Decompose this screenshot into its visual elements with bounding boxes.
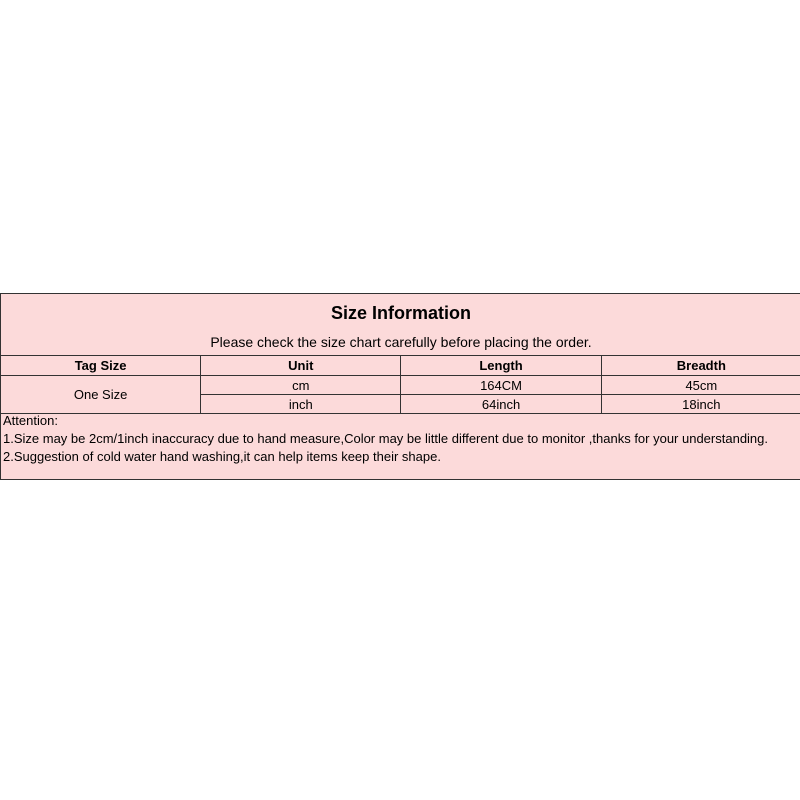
header-row: Tag Size Unit Length Breadth <box>0 355 800 376</box>
header-length: Length <box>400 355 602 376</box>
notes: Attention: 1.Size may be 2cm/1inch inacc… <box>3 412 793 466</box>
table-row: inch 64inch 18inch <box>1 394 800 414</box>
note-2: 2.Suggestion of cold water hand washing,… <box>3 449 441 464</box>
unit-cell: inch <box>200 394 402 414</box>
unit-cell: cm <box>200 375 402 395</box>
length-cell: 164CM <box>400 375 602 395</box>
header-unit: Unit <box>200 355 402 376</box>
notes-heading: Attention: <box>3 413 58 428</box>
breadth-cell: 18inch <box>600 394 800 414</box>
chart-subtitle: Please check the size chart carefully be… <box>210 334 592 350</box>
chart-title: Size Information <box>330 303 471 323</box>
size-table: Tag Size Unit Length Breadth One Size cm… <box>0 355 800 414</box>
length-cell: 64inch <box>400 394 602 414</box>
table-row: One Size cm 164CM 45cm <box>0 375 800 414</box>
header-tag-size: Tag Size <box>0 355 202 376</box>
breadth-cell: 45cm <box>600 375 800 395</box>
header-breadth: Breadth <box>600 355 800 376</box>
size-chart: Size Information Please check the size c… <box>0 293 800 480</box>
note-1: 1.Size may be 2cm/1inch inaccuracy due t… <box>3 431 769 446</box>
tag-size-cell: One Size <box>0 375 202 414</box>
